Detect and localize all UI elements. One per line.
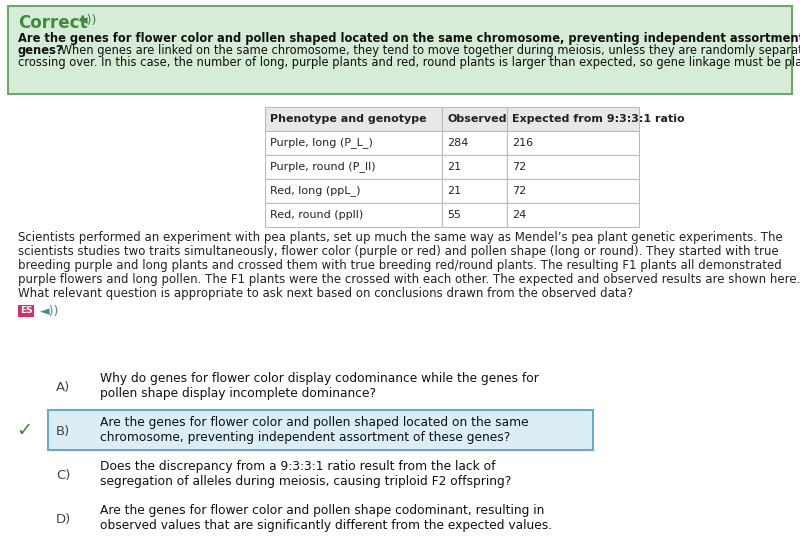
Text: A): A) <box>56 380 70 393</box>
Bar <box>8 6 792 94</box>
Text: breeding purple and long plants and crossed them with true breeding red/round pl: breeding purple and long plants and cros… <box>18 259 782 272</box>
Bar <box>442 203 507 227</box>
Text: Phenotype and genotype: Phenotype and genotype <box>270 114 426 124</box>
Bar <box>442 155 507 179</box>
Text: Why do genes for flower color display codominance while the genes for: Why do genes for flower color display co… <box>100 372 539 385</box>
Bar <box>442 107 507 131</box>
Bar <box>442 179 507 203</box>
Bar <box>507 131 639 155</box>
Text: Are the genes for flower color and pollen shape codominant, resulting in: Are the genes for flower color and polle… <box>100 504 544 517</box>
Text: 21: 21 <box>447 162 461 172</box>
Text: 21: 21 <box>447 186 461 196</box>
Text: Red, round (ppll): Red, round (ppll) <box>270 210 363 220</box>
Text: 284: 284 <box>447 138 468 148</box>
Text: Are the genes for flower color and pollen shaped located on the same: Are the genes for flower color and polle… <box>100 416 529 429</box>
Text: B): B) <box>56 425 70 437</box>
Text: ◄)): ◄)) <box>40 305 59 318</box>
Text: genes?: genes? <box>18 44 64 57</box>
Bar <box>507 155 639 179</box>
Text: chromosome, preventing independent assortment of these genes?: chromosome, preventing independent assor… <box>100 431 510 444</box>
Text: ✓: ✓ <box>16 421 32 441</box>
Text: pollen shape display incomplete dominance?: pollen shape display incomplete dominanc… <box>100 387 376 400</box>
Text: crossing over. In this case, the number of long, purple plants and red, round pl: crossing over. In this case, the number … <box>18 56 800 69</box>
Text: Correct: Correct <box>18 14 87 32</box>
Bar <box>18 305 34 317</box>
Bar <box>265 107 442 131</box>
Text: 72: 72 <box>512 186 526 196</box>
Text: 72: 72 <box>512 162 526 172</box>
Text: 24: 24 <box>512 210 526 220</box>
Text: Scientists performed an experiment with pea plants, set up much the same way as : Scientists performed an experiment with … <box>18 231 782 244</box>
Text: Are the genes for flower color and pollen shaped located on the same chromosome,: Are the genes for flower color and polle… <box>18 32 800 45</box>
Text: ES: ES <box>20 306 33 315</box>
Text: Purple, long (P_L_): Purple, long (P_L_) <box>270 138 373 149</box>
Bar <box>507 203 639 227</box>
Text: D): D) <box>56 512 71 526</box>
Text: Does the discrepancy from a 9:3:3:1 ratio result from the lack of: Does the discrepancy from a 9:3:3:1 rati… <box>100 460 495 473</box>
Bar <box>265 131 442 155</box>
Text: Red, long (ppL_): Red, long (ppL_) <box>270 186 361 196</box>
Text: scientists studies two traits simultaneously, flower color (purple or red) and p: scientists studies two traits simultaneo… <box>18 245 778 258</box>
Bar <box>265 155 442 179</box>
Text: ◄)): ◄)) <box>78 14 98 27</box>
Bar <box>507 179 639 203</box>
Bar <box>265 203 442 227</box>
Bar <box>507 107 639 131</box>
Text: purple flowers and long pollen. The F1 plants were the crossed with each other. : purple flowers and long pollen. The F1 p… <box>18 273 800 286</box>
Text: What relevant question is appropriate to ask next based on conclusions drawn fro: What relevant question is appropriate to… <box>18 287 633 300</box>
Text: segregation of alleles during meiosis, causing triploid F2 offspring?: segregation of alleles during meiosis, c… <box>100 475 511 488</box>
Bar <box>48 410 593 450</box>
Text: observed values that are significantly different from the expected values.: observed values that are significantly d… <box>100 519 552 532</box>
Text: C): C) <box>56 469 70 482</box>
Text: When genes are linked on the same chromosome, they tend to move together during : When genes are linked on the same chromo… <box>57 44 800 57</box>
Text: 216: 216 <box>512 138 533 148</box>
Text: 55: 55 <box>447 210 461 220</box>
Text: Observed: Observed <box>447 114 506 124</box>
Text: Expected from 9:3:3:1 ratio: Expected from 9:3:3:1 ratio <box>512 114 685 124</box>
Bar <box>442 131 507 155</box>
Bar <box>265 179 442 203</box>
Text: Purple, round (P_ll): Purple, round (P_ll) <box>270 162 376 173</box>
